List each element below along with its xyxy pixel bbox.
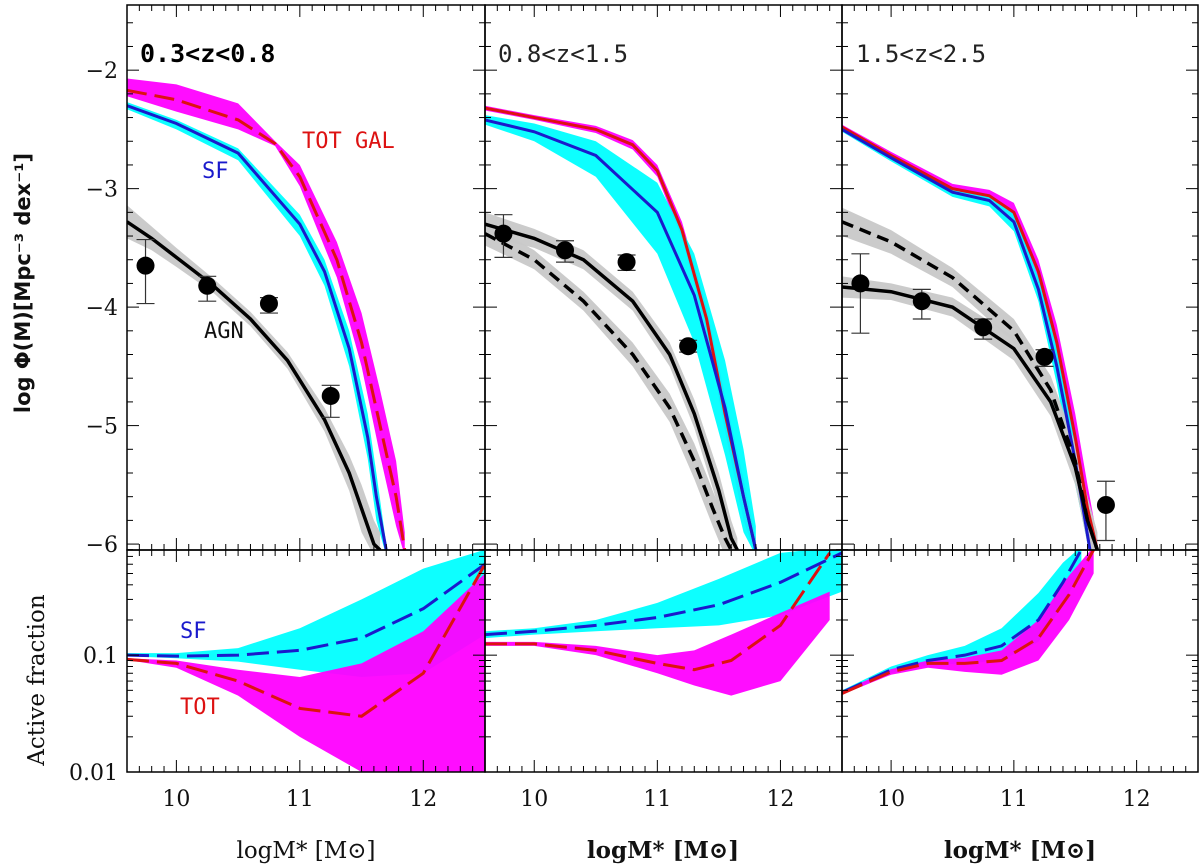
line-tot-2	[842, 550, 1095, 695]
data-point-1-1	[556, 241, 575, 260]
panel-top-2	[485, 105, 758, 550]
annotation-tot-gal: TOT GAL	[302, 129, 395, 154]
line-sf-1	[485, 551, 842, 637]
data-point-0-3	[321, 386, 340, 405]
panel-top-1	[127, 78, 407, 550]
band-tot-gal-0	[127, 78, 405, 550]
data-point-1-0	[494, 224, 513, 243]
panel-frame-top-1	[484, 4, 843, 551]
panel-title-1: 0.3<z<0.8	[140, 39, 275, 68]
annotation-bottom-sf: SF	[180, 619, 207, 644]
line-tot-1	[485, 552, 831, 672]
band-agn-low-1	[485, 221, 732, 550]
data-point-2-4	[1096, 495, 1115, 514]
x-tick-label: 12	[766, 787, 794, 812]
y-tick-label: −5	[86, 415, 118, 440]
annotation-agn: AGN	[204, 319, 244, 344]
line-sf-2	[842, 550, 1083, 694]
data-point-0-1	[198, 276, 217, 295]
panel-bottom-2	[485, 550, 842, 696]
band-tot-0	[127, 573, 485, 772]
line-sf-0	[127, 563, 485, 658]
panel-bottom-3	[842, 550, 1095, 695]
x-tick-label: 12	[1123, 787, 1151, 812]
data-point-1-3	[679, 337, 698, 356]
y-tick-label: −6	[86, 533, 118, 558]
x-tick-label: 11	[643, 787, 671, 812]
line-sf-2	[842, 128, 1092, 550]
y-tick-label: −3	[86, 178, 118, 203]
band-tot-gal-2	[842, 124, 1098, 550]
x-tick-label: 11	[1000, 787, 1028, 812]
line-sf-0	[127, 104, 388, 550]
data-point-0-0	[136, 256, 155, 275]
x-axis-label-2: logM* [M⊙]	[587, 837, 739, 864]
band-sf-1	[485, 115, 756, 550]
line-sf-1	[485, 118, 758, 550]
band-agn-high-2	[842, 207, 1098, 550]
line-tot-gal-2	[842, 125, 1099, 550]
line-agn-high-1	[485, 222, 739, 550]
y-tick-label-bottom: 0.01	[69, 761, 118, 786]
band-tot-2	[842, 550, 1094, 695]
panel-title-3: 1.5<z<2.5	[856, 40, 986, 68]
y-tick-label: −4	[86, 296, 118, 321]
panel-bottom-1	[127, 550, 485, 772]
y-tick-label-bottom: 0.1	[83, 644, 118, 669]
data-point-2-2	[974, 318, 993, 337]
x-tick-label: 10	[162, 787, 190, 812]
panel-frame-top-2	[841, 4, 1199, 551]
line-tot-0	[127, 563, 485, 718]
annotation-bottom-tot: TOT	[180, 695, 220, 720]
panel-top-3	[842, 124, 1115, 550]
axes: −2 −3 −4 −5 −6 10 11 12 0.01 0.1 10 11 12 10 11 12	[69, 4, 1199, 812]
x-axis-label-1: logM* [M⊙]	[236, 838, 375, 864]
x-tick-label: 10	[520, 787, 548, 812]
annotation-sf: SF	[202, 159, 229, 184]
line-agn-0	[127, 220, 382, 550]
y-axis-label-bottom: Active fraction	[24, 594, 50, 767]
x-tick-label: 11	[286, 787, 314, 812]
x-axis-label-3: logM* [M⊙]	[944, 837, 1096, 864]
data-point-0-2	[259, 294, 278, 313]
panel-title-2: 0.8<z<1.5	[498, 40, 628, 68]
band-sf-2	[842, 550, 1082, 695]
data-point-2-1	[912, 292, 931, 311]
band-sf-0	[127, 550, 485, 678]
x-tick-label: 10	[877, 787, 905, 812]
line-agn-low-2	[842, 285, 1100, 550]
band-sf-1	[485, 550, 842, 639]
data-point-2-3	[1035, 347, 1054, 366]
band-agn-high-1	[485, 212, 738, 550]
y-axis-label-top: log Φ(M)[Mpc⁻³ dex⁻¹]	[11, 153, 35, 413]
data-point-2-0	[851, 274, 870, 293]
x-tick-label: 12	[409, 787, 437, 812]
y-tick-label: −2	[86, 59, 118, 84]
line-agn-low-1	[485, 232, 733, 550]
data-point-1-2	[617, 253, 636, 272]
band-tot-1	[485, 591, 830, 696]
